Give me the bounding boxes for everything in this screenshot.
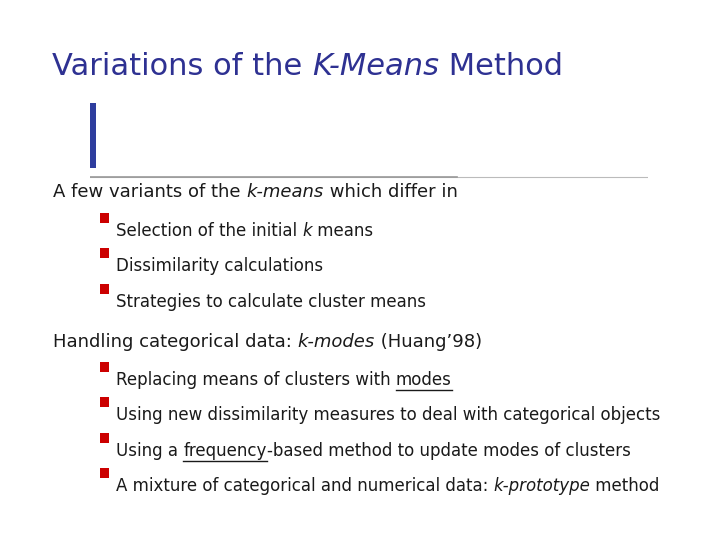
Text: modes: modes bbox=[396, 371, 451, 389]
Bar bbox=[100, 213, 109, 223]
Bar bbox=[48, 96, 86, 140]
Text: frequency: frequency bbox=[184, 442, 266, 460]
Text: K-Means: K-Means bbox=[312, 52, 439, 81]
Text: -based method to update modes of clusters: -based method to update modes of cluster… bbox=[266, 442, 631, 460]
Bar bbox=[100, 433, 109, 443]
Bar bbox=[100, 397, 109, 407]
Text: k-modes: k-modes bbox=[297, 333, 375, 351]
Text: A few variants of the: A few variants of the bbox=[53, 183, 246, 201]
Text: Using new dissimilarity measures to deal with categorical objects: Using new dissimilarity measures to deal… bbox=[116, 406, 660, 424]
Text: k: k bbox=[302, 222, 312, 240]
Text: A mixture of categorical and numerical data:: A mixture of categorical and numerical d… bbox=[116, 477, 494, 495]
Text: Variations of the: Variations of the bbox=[52, 52, 312, 81]
Text: (Huang’98): (Huang’98) bbox=[375, 333, 482, 351]
Text: k-means: k-means bbox=[246, 183, 323, 201]
Bar bbox=[68, 103, 96, 168]
Text: method: method bbox=[590, 477, 660, 495]
Bar bbox=[100, 362, 109, 372]
Bar bbox=[35, 321, 47, 335]
Text: k-prototype: k-prototype bbox=[494, 477, 590, 495]
Text: which differ in: which differ in bbox=[323, 183, 457, 201]
Text: Replacing means of clusters with: Replacing means of clusters with bbox=[116, 371, 396, 389]
Bar bbox=[100, 468, 109, 478]
Bar bbox=[35, 171, 47, 185]
Text: means: means bbox=[312, 222, 373, 240]
Text: Dissimilarity calculations: Dissimilarity calculations bbox=[116, 257, 323, 275]
Bar bbox=[32, 129, 64, 167]
Text: Method: Method bbox=[439, 52, 563, 81]
Bar bbox=[100, 248, 109, 258]
Text: Strategies to calculate cluster means: Strategies to calculate cluster means bbox=[116, 293, 426, 311]
Text: Handling categorical data:: Handling categorical data: bbox=[53, 333, 297, 351]
Bar bbox=[100, 284, 109, 294]
Text: Selection of the initial: Selection of the initial bbox=[116, 222, 302, 240]
Text: Using a: Using a bbox=[116, 442, 184, 460]
